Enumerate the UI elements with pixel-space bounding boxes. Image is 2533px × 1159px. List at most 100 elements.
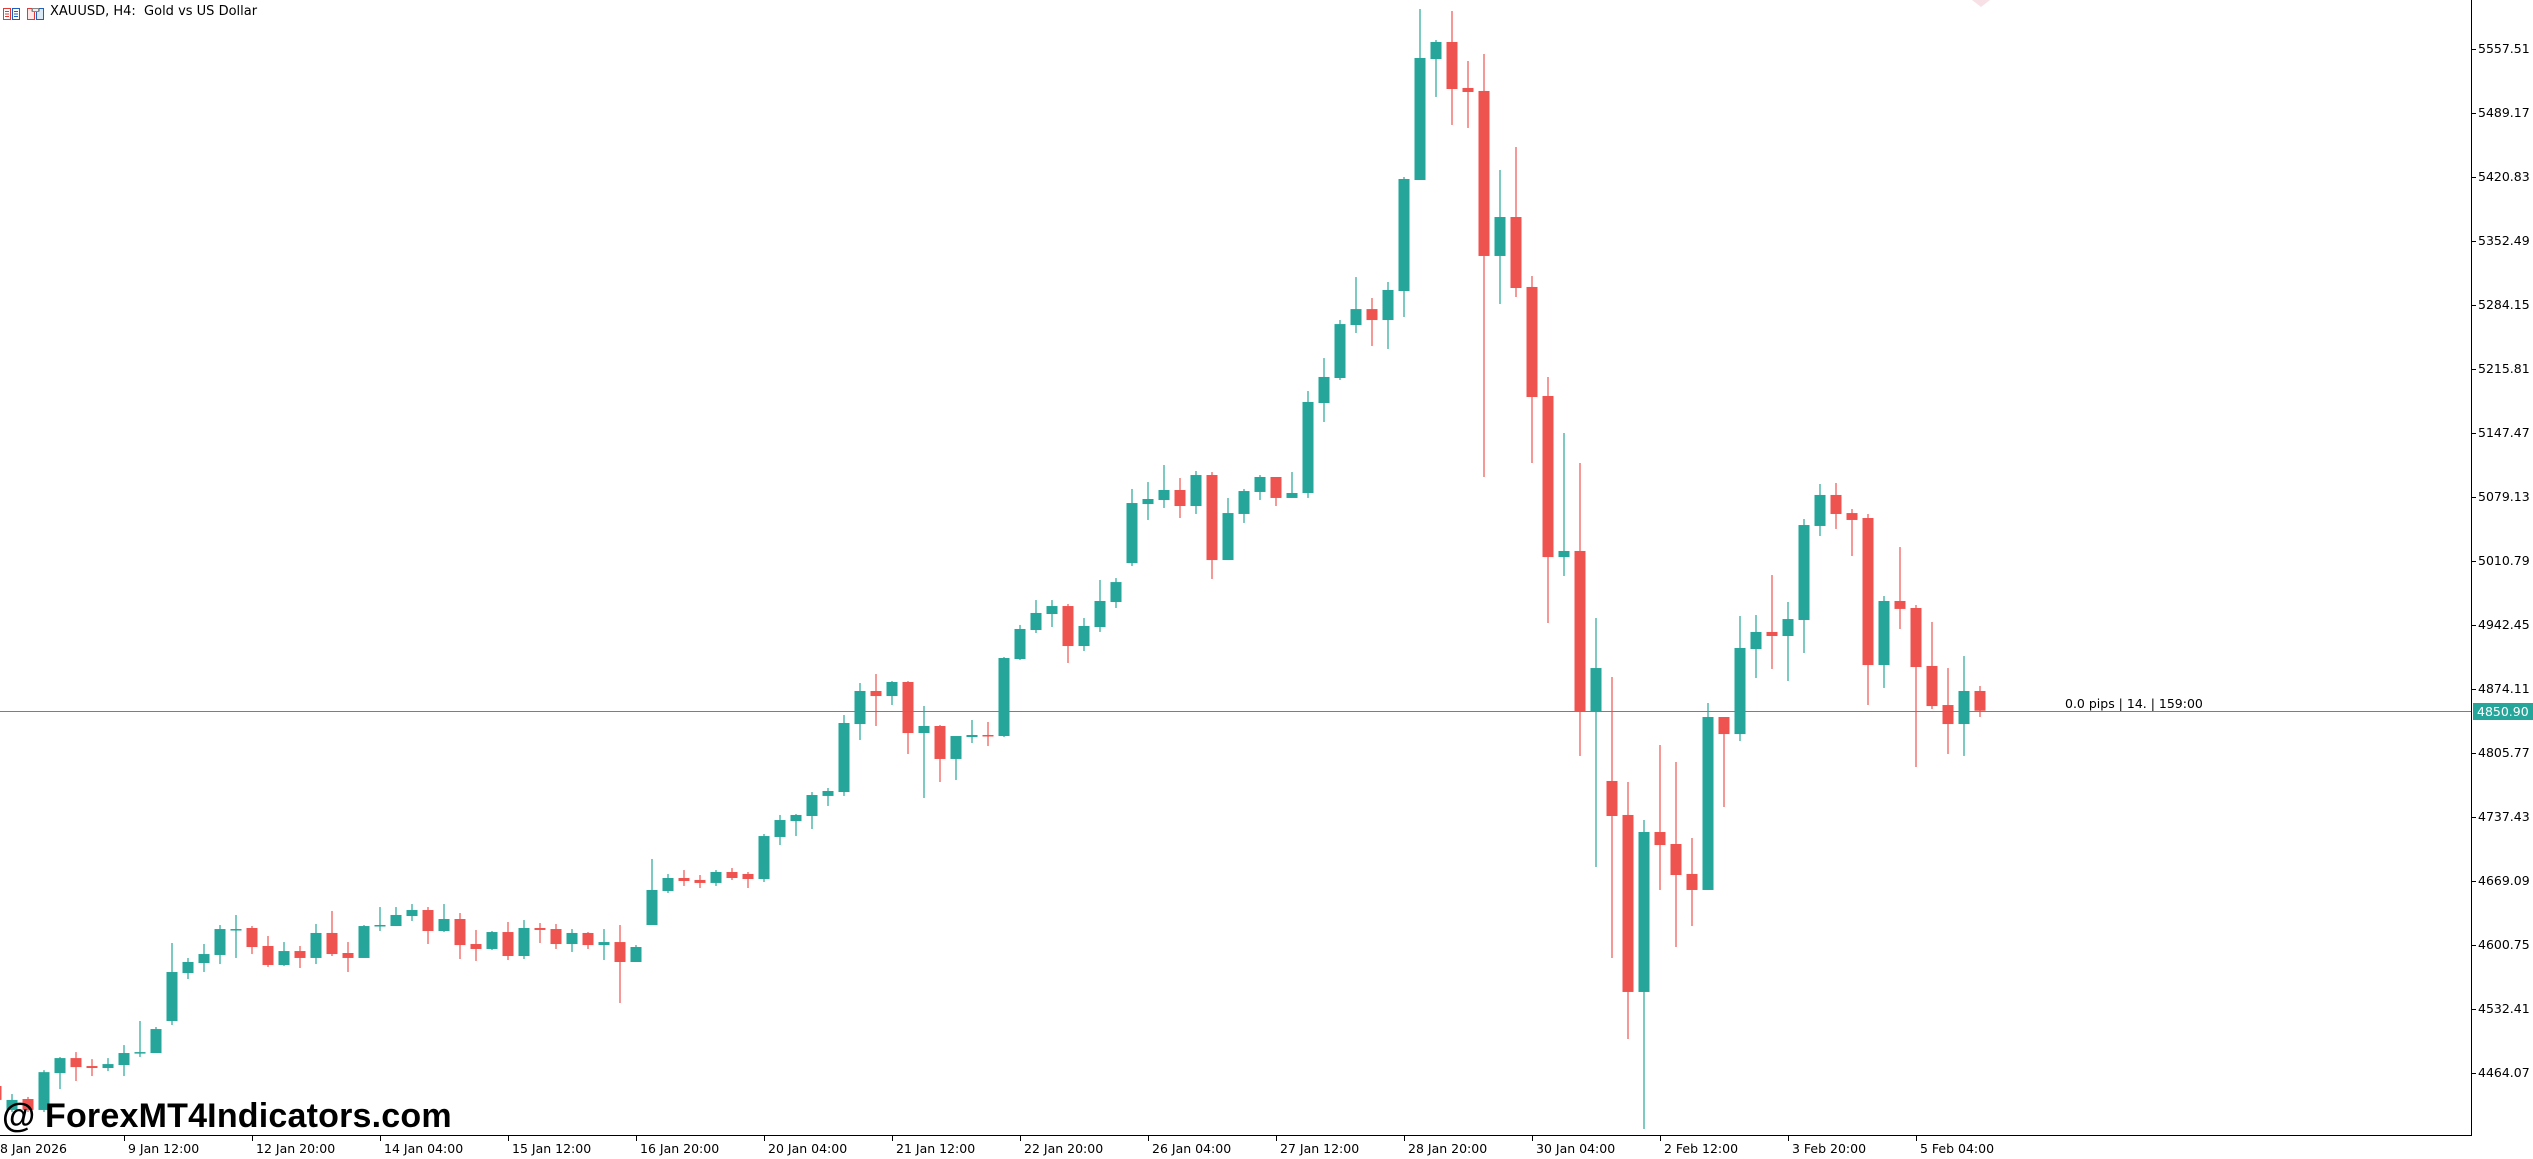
price-tick-label: 4805.77 [2478, 745, 2530, 760]
time-tick-label: 3 Feb 20:00 [1792, 1141, 1867, 1156]
price-tick: 4464.07 [2472, 1066, 2533, 1080]
candle [1334, 320, 1346, 380]
price-tick-label: 5557.51 [2478, 41, 2530, 56]
candle [1382, 282, 1394, 349]
tick-mark [2472, 497, 2476, 498]
tick-mark [1276, 1136, 1277, 1141]
time-tick-label: 15 Jan 12:00 [512, 1141, 592, 1156]
tick-mark [508, 1136, 509, 1141]
time-tick-label: 26 Jan 04:00 [1152, 1141, 1232, 1156]
candle [614, 925, 626, 1004]
tick-mark [1660, 1136, 1661, 1141]
time-tick-label: 27 Jan 12:00 [1280, 1141, 1360, 1156]
candle [934, 724, 946, 783]
candle [1030, 600, 1042, 634]
candle [166, 942, 178, 1026]
tick-mark [2472, 625, 2476, 626]
price-tick: 5147.47 [2472, 426, 2533, 440]
current-price-line[interactable] [0, 711, 2472, 712]
chart-plot-area[interactable]: 0.0 pips | 14. | 159:00 [0, 0, 2472, 1135]
candle [230, 914, 242, 958]
candle [406, 904, 418, 921]
candle [22, 1096, 34, 1113]
candle [694, 874, 706, 889]
candle [1750, 615, 1762, 679]
candle [1206, 472, 1218, 579]
candle [1222, 497, 1234, 561]
candle [1846, 509, 1858, 557]
price-axis[interactable]: 5557.51 5489.17 5420.83 5352.49 5284.15 5215.… [2471, 0, 2533, 1135]
candle [1350, 277, 1362, 333]
chart-title-bar: XAUUSD, H4: Gold vs US Dollar [0, 3, 257, 20]
candle [774, 814, 786, 846]
time-tick-label: 30 Jan 04:00 [1536, 1141, 1616, 1156]
candle [646, 858, 658, 926]
candle [1638, 820, 1650, 1129]
candle [822, 787, 834, 806]
candle [1958, 656, 1970, 756]
candle [1686, 838, 1698, 927]
candle [1894, 547, 1906, 629]
candle [550, 923, 562, 949]
time-tick-label: 5 Feb 04:00 [1920, 1141, 1995, 1156]
candle [918, 705, 930, 799]
price-tick-label: 4669.09 [2478, 873, 2530, 888]
candle [1174, 478, 1186, 519]
price-tick-label: 5010.79 [2478, 553, 2530, 568]
candle [1110, 578, 1122, 609]
candle [246, 926, 258, 955]
time-axis[interactable]: 8 Jan 2026 9 Jan 12:00 12 Jan 20:00 14 Jan … [0, 1135, 2472, 1159]
candle [1670, 761, 1682, 948]
candle [486, 930, 498, 951]
price-tick-label: 5215.81 [2478, 361, 2530, 376]
candle [1238, 488, 1250, 523]
candle [1014, 624, 1026, 660]
candle [1142, 482, 1154, 520]
candle [806, 792, 818, 830]
candle [518, 920, 530, 960]
candle [1814, 484, 1826, 536]
candle [310, 923, 322, 965]
candle [1366, 298, 1378, 346]
price-tick: 4805.77 [2472, 746, 2533, 760]
candle [1510, 146, 1522, 297]
candle [662, 873, 674, 893]
candle [294, 945, 306, 968]
tick-mark [252, 1136, 253, 1141]
candle [1606, 677, 1618, 958]
candle [422, 907, 434, 945]
price-tick-label: 5284.15 [2478, 297, 2530, 312]
candle [598, 929, 610, 961]
tick-mark [1532, 1136, 1533, 1141]
candle [1430, 40, 1442, 97]
candle [214, 925, 226, 965]
trade-marker-icon [1972, 0, 1990, 7]
candle [358, 925, 370, 958]
tick-mark [2472, 433, 2476, 434]
candle [534, 923, 546, 943]
candle [1830, 482, 1842, 529]
candle [1190, 470, 1202, 514]
candle [1094, 580, 1106, 632]
chart-template-icon[interactable] [27, 5, 44, 20]
candle [1654, 745, 1666, 890]
tick-mark [2472, 945, 2476, 946]
price-tick: 4942.45 [2472, 618, 2533, 632]
candle [1302, 391, 1314, 498]
candle [1862, 513, 1874, 706]
candle [6, 1094, 18, 1113]
time-tick-label: 12 Jan 20:00 [256, 1141, 336, 1156]
tick-mark [2472, 689, 2476, 690]
candle [1494, 170, 1506, 305]
price-tick-label: 5079.13 [2478, 489, 2530, 504]
candle [502, 922, 514, 961]
candle [1286, 472, 1298, 498]
candle [710, 870, 722, 886]
tick-mark [1148, 1136, 1149, 1141]
candle [1462, 60, 1474, 128]
price-tick: 5489.17 [2472, 106, 2533, 120]
chart-list-icon[interactable] [3, 5, 20, 20]
candle [262, 935, 274, 967]
time-tick-label: 21 Jan 12:00 [896, 1141, 976, 1156]
